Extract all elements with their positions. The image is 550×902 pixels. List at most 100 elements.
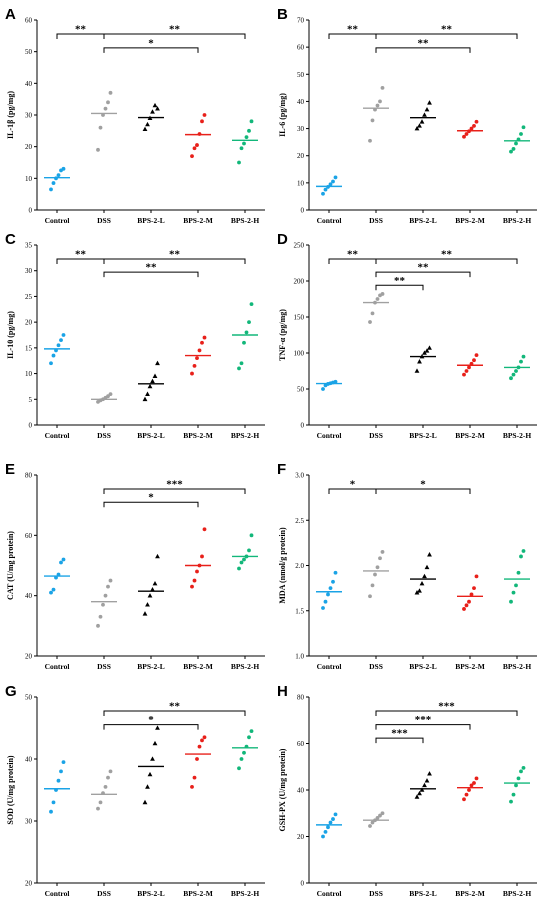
data-point bbox=[242, 557, 246, 562]
x-tick-label: BPS-2-M bbox=[455, 662, 485, 671]
data-point bbox=[150, 109, 155, 114]
y-tick-label: 10 bbox=[25, 175, 33, 183]
data-point bbox=[331, 817, 335, 821]
data-point bbox=[249, 119, 254, 124]
data-point bbox=[239, 757, 244, 761]
data-point bbox=[511, 372, 516, 377]
data-point bbox=[101, 602, 105, 607]
data-point bbox=[242, 750, 246, 755]
data-point bbox=[147, 383, 153, 389]
data-point bbox=[321, 606, 325, 610]
data-point bbox=[462, 797, 466, 802]
data-point bbox=[323, 187, 328, 192]
data-point bbox=[49, 361, 53, 366]
y-axis-label: GSH-PX (U/mg protein) bbox=[278, 748, 287, 831]
x-tick-label: Control bbox=[317, 889, 342, 898]
significance-label: ** bbox=[169, 701, 181, 713]
data-point bbox=[195, 757, 199, 761]
y-tick-label: 200 bbox=[294, 278, 305, 286]
data-point bbox=[242, 340, 246, 345]
y-tick-label: 250 bbox=[294, 242, 305, 250]
data-point bbox=[106, 100, 110, 105]
data-point bbox=[419, 581, 425, 586]
y-axis-label: IL-6 (pg/mg) bbox=[278, 93, 287, 137]
x-tick-label: BPS-2-M bbox=[455, 216, 485, 225]
data-point bbox=[197, 348, 202, 353]
y-tick-label: 15 bbox=[25, 344, 33, 352]
significance-label: *** bbox=[391, 728, 408, 740]
data-point bbox=[108, 769, 113, 774]
significance-label: ** bbox=[146, 262, 158, 274]
data-point bbox=[152, 581, 158, 586]
data-point bbox=[142, 126, 148, 132]
data-point bbox=[49, 590, 53, 595]
panel-h: H 0 20 40 60 80 GSH-PX (U/mg protein) Control DS… bbox=[277, 683, 537, 898]
x-tick-label: Control bbox=[45, 889, 70, 898]
data-point bbox=[514, 783, 518, 788]
data-point bbox=[378, 813, 382, 818]
data-point bbox=[464, 132, 469, 136]
data-point bbox=[380, 292, 385, 296]
data-point bbox=[474, 776, 479, 781]
x-tick-label: BPS-2-L bbox=[409, 431, 437, 440]
y-tick-label: 35 bbox=[25, 242, 33, 250]
y-tick-label: 40 bbox=[25, 80, 33, 88]
data-point bbox=[509, 149, 513, 154]
significance-bracket bbox=[375, 737, 424, 744]
y-tick-label: 40 bbox=[25, 592, 33, 600]
data-point bbox=[514, 141, 518, 146]
panel-a: A 0 10 20 30 40 50 60 IL-1β (pg/mg) Control DSS BPS… bbox=[5, 6, 265, 225]
data-point bbox=[145, 602, 150, 607]
x-tick-label: BPS-2-L bbox=[137, 889, 165, 898]
data-point bbox=[145, 121, 150, 127]
data-point bbox=[200, 119, 204, 124]
data-point bbox=[419, 119, 425, 124]
y-tick-label: 10 bbox=[25, 370, 33, 378]
data-point bbox=[333, 379, 338, 384]
data-point bbox=[142, 799, 148, 805]
y-tick-label: 30 bbox=[25, 818, 33, 826]
y-tick-label: 40 bbox=[25, 756, 33, 764]
data-point bbox=[237, 366, 241, 371]
data-point bbox=[469, 783, 474, 788]
data-point bbox=[462, 134, 466, 139]
data-point bbox=[514, 583, 518, 588]
data-point bbox=[469, 592, 474, 597]
data-point bbox=[511, 792, 516, 797]
panel-b: B 0 10 20 30 40 50 60 70 IL-6 (pg/mg) Control DSS BP… bbox=[277, 6, 537, 225]
y-tick-label: 30 bbox=[25, 112, 33, 120]
significance-bracket bbox=[375, 710, 518, 716]
data-point bbox=[417, 359, 422, 364]
y-tick-label: 60 bbox=[297, 740, 305, 748]
data-point bbox=[59, 560, 63, 565]
y-tick-label: 0 bbox=[301, 880, 305, 888]
significance-label: ** bbox=[169, 249, 181, 261]
x-tick-label: BPS-2-H bbox=[503, 431, 532, 440]
data-point bbox=[422, 350, 427, 355]
x-tick-label: BPS-2-L bbox=[409, 889, 437, 898]
data-point bbox=[424, 348, 430, 353]
data-point bbox=[247, 548, 251, 553]
data-point bbox=[103, 106, 108, 111]
y-tick-label: 60 bbox=[297, 44, 305, 52]
data-point bbox=[427, 552, 432, 557]
data-point bbox=[414, 794, 420, 799]
significance-bracket bbox=[103, 33, 246, 39]
x-tick-label: BPS-2-M bbox=[183, 889, 213, 898]
panel-letter: F bbox=[277, 461, 286, 478]
data-point bbox=[414, 368, 420, 373]
x-tick-label: BPS-2-H bbox=[231, 889, 260, 898]
data-point bbox=[190, 785, 194, 789]
data-point bbox=[472, 358, 476, 363]
data-point bbox=[195, 569, 199, 574]
y-axis-label: MDA (nmol/g protein) bbox=[278, 527, 287, 604]
data-point bbox=[190, 154, 194, 159]
significance-label: *** bbox=[415, 714, 432, 726]
x-tick-label: BPS-2-L bbox=[409, 216, 437, 225]
x-tick-label: Control bbox=[45, 216, 70, 225]
data-point bbox=[152, 740, 158, 746]
significance-label: * bbox=[420, 479, 426, 491]
data-point bbox=[417, 790, 422, 796]
data-point bbox=[474, 574, 479, 579]
